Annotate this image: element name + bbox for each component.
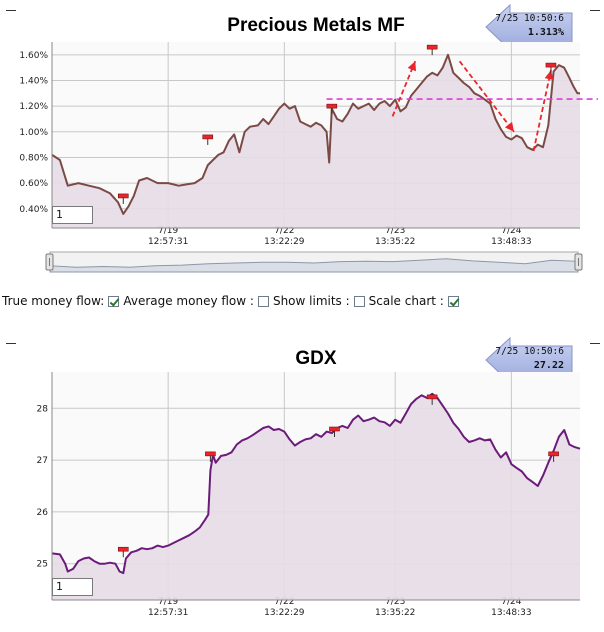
show-limits-label: Show limits : xyxy=(272,294,350,308)
y-tick-label: 1.60% xyxy=(19,51,48,61)
panel-corner-tick xyxy=(6,343,16,344)
x-tick-date: 7/19 xyxy=(158,597,178,607)
event-marker xyxy=(202,134,214,140)
callout-value: 27.22 xyxy=(533,360,564,371)
true-money-flow-label: True money flow: xyxy=(2,294,105,308)
average-money-flow-label: Average money flow : xyxy=(123,294,254,308)
y-tick-label: 25 xyxy=(37,560,48,570)
annotation-arrow xyxy=(458,60,515,133)
x-tick-time: 13:48:33 xyxy=(491,608,531,618)
panel-corner-tick xyxy=(6,10,16,11)
event-marker xyxy=(117,546,129,552)
series-area xyxy=(52,54,580,228)
event-marker xyxy=(205,451,216,457)
callout-value: 1.313% xyxy=(527,27,564,38)
callout-timestamp: 7/25 10:50:6 xyxy=(495,13,564,24)
scale-chart-checkbox[interactable] xyxy=(447,295,459,307)
x-tick-date: 7/23 xyxy=(385,597,405,607)
period-input[interactable]: 1 xyxy=(52,206,93,224)
x-tick-date: 7/24 xyxy=(501,226,521,236)
range-navigator[interactable] xyxy=(0,250,604,280)
series-line xyxy=(51,392,581,575)
event-marker xyxy=(426,394,438,400)
annotation-arrowhead xyxy=(504,121,514,132)
series-line xyxy=(51,53,580,215)
x-tick-time: 13:35:22 xyxy=(375,237,415,247)
x-tick-time: 12:57:31 xyxy=(148,608,188,618)
y-tick-label: 0.40% xyxy=(19,205,48,215)
event-marker xyxy=(545,62,557,68)
event-marker xyxy=(326,103,338,109)
options-row: True money flow: Average money flow : Sh… xyxy=(2,292,463,310)
y-tick-label: 27 xyxy=(37,456,48,466)
y-tick-label: 1.00% xyxy=(19,128,48,138)
panel-corner-tick xyxy=(590,343,600,344)
annotation-arrowhead xyxy=(407,61,416,72)
y-tick-label: 0.80% xyxy=(19,153,48,163)
x-tick-date: 7/22 xyxy=(274,226,294,236)
event-marker xyxy=(548,451,559,457)
x-tick-time: 13:35:22 xyxy=(375,608,415,618)
x-tick-date: 7/19 xyxy=(158,226,178,236)
navigator-sparkline xyxy=(49,258,579,273)
series-area xyxy=(52,393,580,600)
show-limits-checkbox[interactable] xyxy=(353,295,365,307)
average-money-flow-checkbox[interactable] xyxy=(257,295,269,307)
event-marker xyxy=(329,426,340,432)
true-money-flow-checkbox[interactable] xyxy=(108,295,120,307)
chart-precious-metals: 0.40%0.60%0.80%1.00%1.20%1.40%1.60%7/191… xyxy=(19,42,598,247)
x-tick-time: 12:57:31 xyxy=(148,237,188,247)
y-tick-label: 1.20% xyxy=(19,102,48,112)
callout-timestamp: 7/25 10:50:6 xyxy=(495,346,564,357)
y-tick-label: 28 xyxy=(37,404,49,414)
period-input[interactable]: 1 xyxy=(52,578,93,596)
panel-corner-tick xyxy=(590,10,600,11)
y-tick-label: 26 xyxy=(37,508,49,518)
x-tick-date: 7/22 xyxy=(274,597,294,607)
event-marker xyxy=(117,193,129,199)
scale-chart-label: Scale chart : xyxy=(368,294,444,308)
x-tick-time: 13:22:29 xyxy=(264,237,305,247)
x-tick-time: 13:48:33 xyxy=(491,237,531,247)
annotation-arrow xyxy=(532,70,552,152)
y-tick-label: 0.60% xyxy=(19,179,48,189)
x-tick-date: 7/24 xyxy=(501,597,521,607)
x-tick-time: 13:22:29 xyxy=(264,608,305,618)
y-tick-label: 1.40% xyxy=(19,76,48,86)
annotation-arrow xyxy=(391,60,417,117)
event-marker xyxy=(426,44,438,50)
x-tick-date: 7/23 xyxy=(385,226,405,236)
chart-title-precious-metals: Precious Metals MF xyxy=(227,15,405,36)
chart-title-gdx: GDX xyxy=(295,348,337,369)
